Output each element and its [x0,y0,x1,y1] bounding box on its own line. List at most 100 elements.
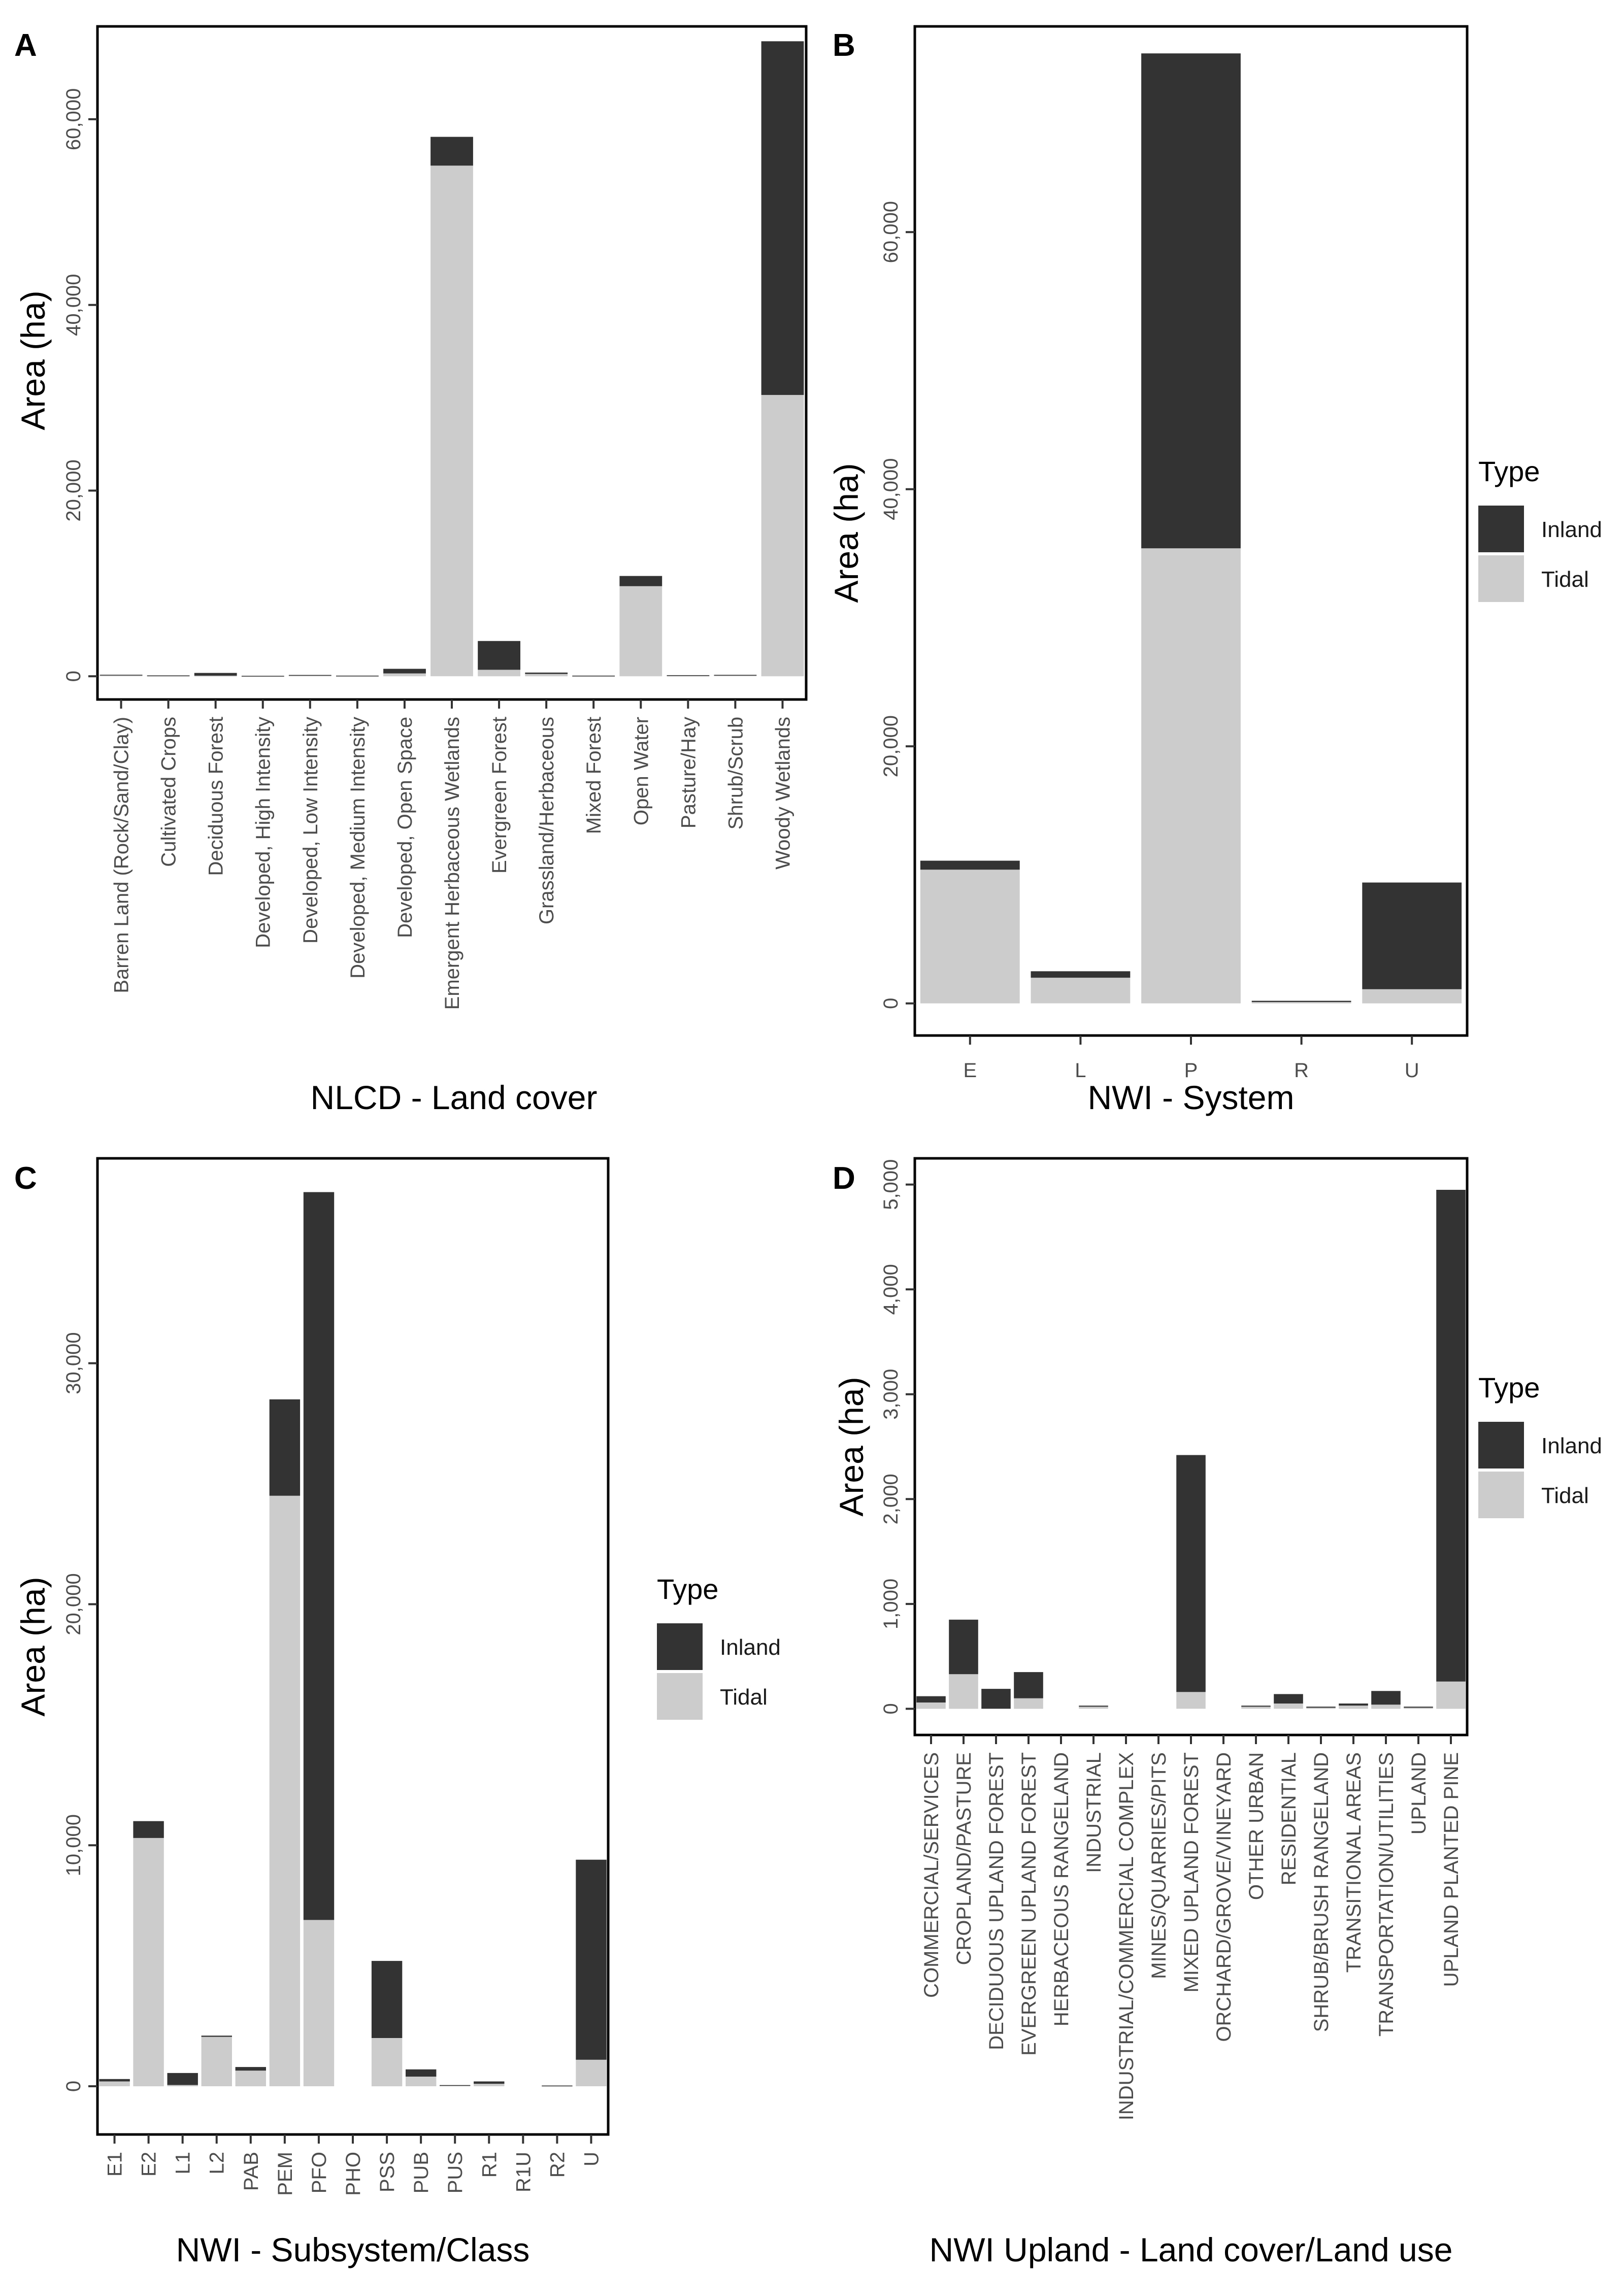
bar-d-other-urban-inland [1241,1706,1271,1707]
x-tick-label-c-pub: PUB [410,2152,433,2193]
bar-b-p-tidal [1141,548,1241,1004]
panel-letter-d: D [833,1161,855,1196]
panel-d: D 0 1,000 2,000 3,000 4,000 5,000 COMMERCIAL/SE… [833,1157,1602,2268]
bar-d-transitional-areas-tidal [1339,1706,1368,1709]
bar-a-pasture-hay-inland [667,675,710,676]
bar-d-commercial-services-inland [916,1696,946,1702]
x-axis-title-d: NWI Upland - Land cover/Land use [930,2231,1453,2268]
legend-swatch-inland [1478,1422,1524,1468]
bar-d-deciduous-upland-forest-inland [981,1689,1011,1709]
bar-d-residential-inland [1274,1694,1303,1704]
x-tick-label-a-open-water: Open Water [630,717,652,825]
legend-d: Type Inland Tidal [1478,1372,1602,1518]
x-tick-label-a-developed-medium-intensity: Developed, Medium Intensity [347,717,369,979]
x-tick-label-d-transitional-areas: TRANSITIONAL AREAS [1343,1752,1365,1973]
x-tick-label-d-upland: UPLAND [1408,1752,1430,1834]
y-tick-label-b: 20,000 [880,715,902,777]
legend-label-tidal: Tidal [1541,567,1589,592]
x-tick-label-d-mixed-upland-forest: MIXED UPLAND FOREST [1180,1752,1203,1992]
bar-b-r-tidal [1251,1002,1351,1004]
bar-c-l1-tidal [167,2085,198,2087]
legend-label-inland: Inland [1541,517,1602,542]
y-tick-label-a: 20,000 [62,459,85,521]
x-tick-label-c-pem: PEM [274,2152,296,2196]
y-axis-title-d: Area (ha) [833,1377,870,1516]
bar-a-barren-land-rock-sand-clay-tidal [100,675,143,677]
y-axis-title-b: Area (ha) [827,463,865,603]
x-tick-label-c-r1u: R1U [512,2152,535,2192]
y-tick-label-d: 2,000 [880,1474,902,1524]
x-tick-label-d-industrial-commercial-complex: INDUSTRIAL/COMMERCIAL COMPLEX [1115,1752,1138,2120]
bar-d-commercial-services-tidal [916,1702,946,1709]
bar-d-shrub-brush-rangeland-tidal [1306,1708,1336,1709]
x-tick-label-c-pus: PUS [444,2152,467,2193]
x-tick-label-b-r: R [1294,1059,1309,1082]
bar-c-pab-inland [235,2067,266,2071]
bar-d-evergreen-upland-forest-inland [1014,1672,1043,1698]
bar-c-pem-inland [269,1399,301,1496]
bar-d-transportation-utilities-inland [1371,1691,1401,1705]
x-tick-label-c-pss: PSS [376,2152,399,2192]
x-tick-label-b-l: L [1075,1059,1086,1082]
x-tick-label-d-cropland-pasture: CROPLAND/PASTURE [953,1752,975,1965]
bar-a-developed-open-space-inland [383,669,426,674]
x-tick-label-c-pfo: PFO [308,2152,330,2193]
bar-b-e-tidal [920,870,1020,1004]
bar-a-cultivated-crops-inland [147,675,190,677]
x-tick-label-a-mixed-forest: Mixed Forest [583,717,605,834]
y-tick-label-d: 5,000 [880,1159,902,1210]
panel-letter-a: A [14,28,37,63]
bar-a-pasture-hay-tidal [667,676,710,677]
legend-swatch-inland [657,1623,703,1670]
bar-a-developed-medium-intensity-inland [336,676,379,677]
bar-c-r2-inland [542,2085,573,2087]
legend-b: Type Inland Tidal [1478,455,1602,602]
x-axis-title-c: NWI - Subsystem/Class [176,2231,530,2268]
legend-c: Type Inland Tidal [657,1573,781,1720]
legend-label-tidal: Tidal [720,1685,768,1710]
bar-c-e2-inland [133,1821,164,1838]
bar-c-l1-inland [167,2073,198,2085]
x-axis-title-a: NLCD - Land cover [311,1079,598,1116]
x-tick-label-b-u: U [1405,1059,1419,1082]
y-tick-label-c: 30,000 [62,1332,85,1394]
bar-d-upland-planted-pine-tidal [1436,1681,1466,1709]
y-tick-label-c: 10,000 [62,1814,85,1876]
bar-c-l2-tidal [201,2037,232,2086]
x-tick-label-a-developed-open-space: Developed, Open Space [394,717,416,938]
legend-swatch-tidal [657,1673,703,1720]
bar-a-woody-wetlands-tidal [761,395,804,677]
bar-a-emergent-herbaceous-wetlands-tidal [430,165,473,677]
bar-c-e1-tidal [99,2081,130,2086]
bar-c-pus-inland [440,2085,471,2086]
x-tick-label-b-e: E [963,1059,977,1082]
y-tick-label-a: 40,000 [62,274,85,336]
bar-a-deciduous-forest-inland [194,673,237,676]
bar-d-evergreen-upland-forest-tidal [1014,1698,1043,1709]
bar-a-open-water-inland [619,576,662,586]
y-tick-label-b: 40,000 [880,458,902,520]
bar-d-cropland-pasture-tidal [949,1674,978,1709]
panel-a: A 0 20,000 40,000 60,000 Barren Land (Rock/Sa… [14,25,808,1116]
bar-a-evergreen-forest-inland [478,641,520,670]
bar-d-residential-tidal [1274,1704,1303,1709]
bar-c-e2-tidal [133,1838,164,2087]
x-tick-label-d-residential: RESIDENTIAL [1278,1752,1300,1885]
x-tick-label-d-herbaceous-rangeland: HERBACEOUS RANGELAND [1050,1752,1073,2026]
bar-b-l-tidal [1031,978,1131,1004]
bar-d-industrial-inland [1079,1706,1108,1707]
bar-c-pab-tidal [235,2071,266,2087]
bar-d-mixed-upland-forest-tidal [1176,1692,1206,1709]
legend-swatch-tidal [1478,555,1524,602]
y-tick-label-d: 1,000 [880,1579,902,1629]
y-axis-title-a: Area (ha) [14,290,52,430]
legend-swatch-inland [1478,506,1524,552]
x-tick-label-b-p: P [1184,1059,1198,1082]
x-tick-label-a-pasture-hay: Pasture/Hay [677,717,700,828]
bar-c-l2-inland [201,2035,232,2037]
bar-d-transportation-utilities-tidal [1371,1705,1401,1709]
bar-b-u-inland [1362,882,1462,989]
x-tick-label-c-pho: PHO [342,2152,364,2196]
panel-b: B 0 20,000 40,000 60,000 E L P R U Area (ha) NWI - … [827,25,1602,1116]
